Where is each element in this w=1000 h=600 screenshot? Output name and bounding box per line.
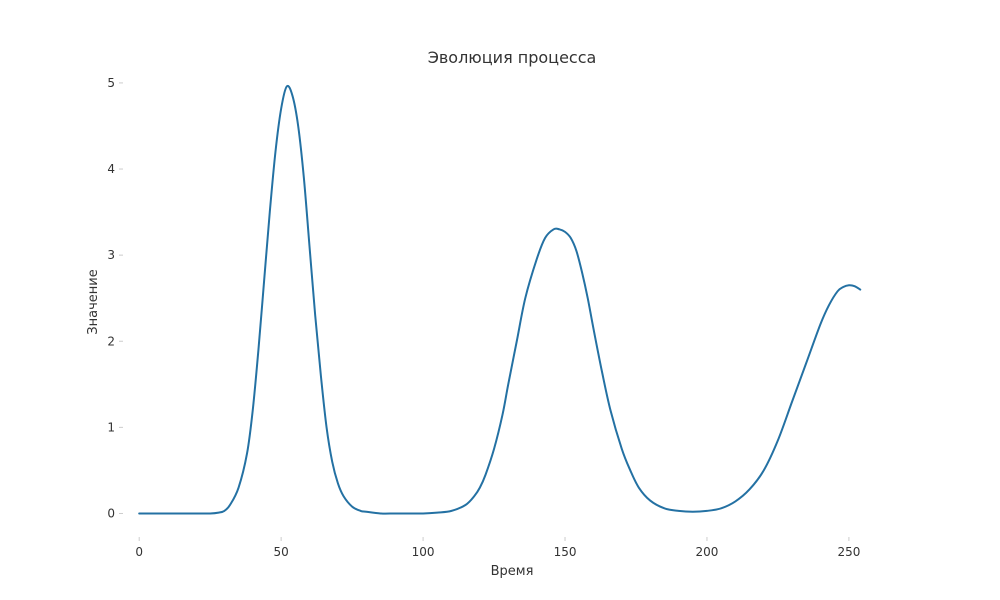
- series-line: [138, 84, 862, 515]
- x-tick-label: 0: [135, 545, 143, 559]
- y-tick-label: 2: [107, 334, 115, 348]
- y-axis-label: Значение: [86, 269, 101, 334]
- x-tick-label: 50: [273, 545, 288, 559]
- x-axis-ticks: 0 50 100 150 200 250: [135, 537, 860, 559]
- y-tick-label: 0: [107, 506, 115, 520]
- y-tick-label: 5: [107, 76, 115, 90]
- series-layer: [138, 84, 862, 515]
- x-tick-label: 200: [696, 545, 719, 559]
- x-axis-label: Время: [491, 564, 534, 579]
- y-tick-label: 3: [107, 248, 115, 262]
- x-tick-label: 250: [837, 545, 860, 559]
- x-tick-label: 100: [412, 545, 435, 559]
- x-tick-label: 150: [554, 545, 577, 559]
- y-tick-label: 1: [107, 420, 115, 434]
- y-tick-label: 4: [107, 162, 115, 176]
- chart-title: Эволюция процесса: [428, 48, 597, 67]
- y-axis-ticks: 0 1 2 3 4 5: [107, 76, 123, 520]
